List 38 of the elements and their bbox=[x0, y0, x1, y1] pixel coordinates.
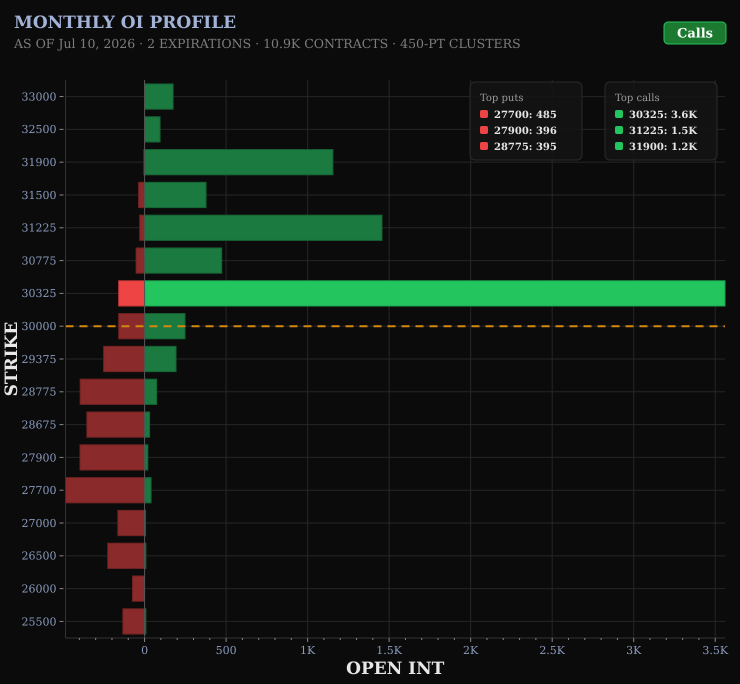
y-tick-label: 27900 bbox=[22, 451, 56, 464]
x-tick-label: 3.5K bbox=[702, 644, 729, 657]
annotation: Top puts bbox=[480, 93, 524, 104]
chart-title: MONTHLY OI PROFILE bbox=[14, 13, 236, 33]
x-tick-label: 500 bbox=[216, 644, 237, 657]
annotation: 27700: 485 bbox=[494, 110, 557, 121]
y-tick-label: 31500 bbox=[22, 188, 56, 202]
y-tick-label: 28775 bbox=[22, 386, 56, 399]
y-tick-label: 30325 bbox=[22, 287, 56, 300]
y-tick-label: 25500 bbox=[22, 615, 56, 628]
x-tick-label: 1.5K bbox=[376, 644, 403, 657]
annotation: 31225: 1.5K bbox=[629, 126, 698, 137]
y-axis-title: STRIKE bbox=[2, 322, 22, 396]
y-tick-label: 27700 bbox=[22, 484, 56, 498]
calls-button: Calls bbox=[664, 22, 726, 44]
x-axis-title: OPEN INT bbox=[346, 659, 445, 679]
y-tick-label: 33000 bbox=[22, 90, 56, 104]
x-tick-label: 3K bbox=[626, 644, 642, 657]
x-tick-label: 2K bbox=[463, 644, 480, 657]
x-tick-label: 2.5K bbox=[539, 644, 566, 657]
y-tick-label: 32500 bbox=[22, 123, 56, 136]
annotation: 28775: 395 bbox=[494, 142, 557, 153]
y-tick-label: 29375 bbox=[22, 352, 56, 366]
y-tick-label: 26500 bbox=[22, 550, 56, 563]
annotation: 27900: 396 bbox=[494, 126, 557, 137]
y-tick-label: 28675 bbox=[22, 418, 56, 432]
chart-subtitle: AS OF Jul 10, 2026 · 2 EXPIRATIONS · 10.9K CONTRACTS · 450-PT CLUSTERS bbox=[13, 36, 521, 51]
y-tick-label: 27000 bbox=[22, 516, 56, 530]
y-tick-label: 30775 bbox=[22, 254, 56, 268]
annotation: 31900: 1.2K bbox=[629, 142, 698, 153]
y-tick-label: 31225 bbox=[22, 222, 56, 235]
annotation: Top calls bbox=[615, 93, 660, 104]
y-tick-label: 30000 bbox=[22, 320, 56, 334]
y-tick-label: 31900 bbox=[22, 156, 56, 170]
y-tick-label: 26000 bbox=[22, 582, 56, 596]
annotation: 30325: 3.6K bbox=[629, 110, 698, 121]
x-tick-label: 0 bbox=[141, 644, 148, 657]
x-tick-label: 1K bbox=[300, 644, 316, 657]
